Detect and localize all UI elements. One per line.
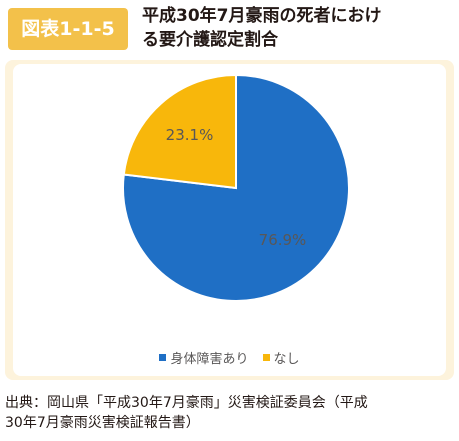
figure-title: 平成30年7月豪雨の死者におけ る要介護認定割合 [142,4,454,52]
chart-panel: 76.9% 23.1% 身体障害あり なし [5,60,454,380]
figure-title-line-2: る要介護認定割合 [142,30,278,50]
legend-label-1: 身体障害あり [170,351,249,367]
pie-data-label-2: 23.1% [166,126,214,144]
figure-header: 図表1-1-5 平成30年7月豪雨の死者におけ る要介護認定割合 [0,0,459,60]
source-line-1: 出典：岡山県「平成30年7月豪雨」災害検証委員会（平成 [5,395,368,411]
legend-swatch-2 [262,353,270,361]
figure-title-line-1: 平成30年7月豪雨の死者におけ [142,6,382,26]
legend-item-1: 身体障害あり [159,348,249,367]
chart-legend: 身体障害あり なし [13,347,446,367]
source-note: 出典：岡山県「平成30年7月豪雨」災害検証委員会（平成 30年7月豪雨災害検証報… [5,393,457,433]
figure-label: 図表1-1-5 [8,8,128,50]
pie-chart: 76.9% 23.1% [122,73,350,302]
source-line-2: 30年7月豪雨災害検証報告書） [5,415,200,431]
legend-swatch-1 [159,353,167,361]
pie-data-label-1: 76.9% [259,231,307,249]
chart-card: 76.9% 23.1% 身体障害あり なし [13,64,446,376]
legend-label-2: なし [273,351,300,367]
pie-slice-2 [122,73,237,190]
legend-item-2: なし [262,348,300,367]
